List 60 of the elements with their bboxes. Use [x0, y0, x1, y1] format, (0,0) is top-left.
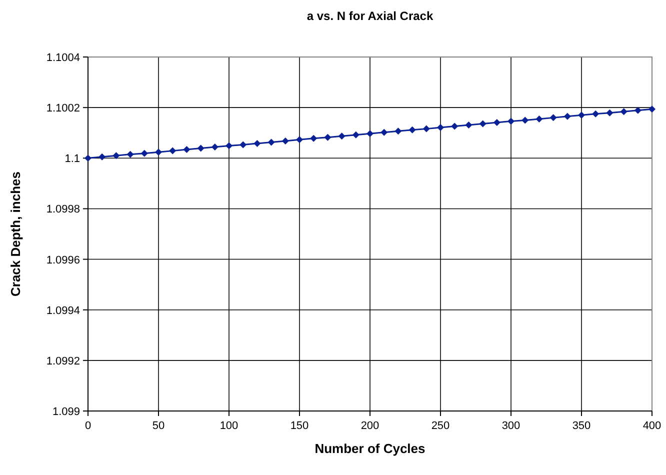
x-tick-label: 250 [431, 420, 450, 432]
point [508, 118, 514, 125]
point [380, 128, 388, 136]
y-tick-label: 1.0996 [46, 254, 80, 266]
point [169, 147, 176, 154]
point [282, 137, 289, 144]
point [240, 141, 247, 148]
y-tick-label: 1.0998 [46, 204, 80, 216]
y-axis-title: Crack Depth, inches [8, 172, 23, 296]
x-tick-label: 300 [502, 420, 520, 432]
point [408, 126, 416, 134]
x-tick-label: 200 [360, 420, 380, 432]
point [112, 152, 120, 160]
point [254, 140, 261, 147]
x-tick-label: 350 [572, 420, 591, 432]
x-tick-label: 0 [84, 420, 92, 432]
y-tick-label: 1.0992 [46, 355, 80, 368]
point [437, 124, 444, 132]
point [578, 112, 585, 119]
point [394, 128, 402, 135]
point [592, 110, 600, 118]
x-tick-label: 50 [152, 420, 165, 432]
x-tick-label: 150 [290, 420, 309, 432]
y-tick-label: 1.0994 [46, 304, 80, 317]
y-tick-label: 1.1002 [46, 102, 80, 115]
point [451, 122, 458, 130]
point [536, 115, 543, 122]
point [606, 109, 614, 116]
point [550, 114, 557, 122]
point [352, 131, 360, 138]
y-tick-label: 1.1004 [46, 52, 80, 64]
point [620, 108, 628, 116]
point [366, 130, 374, 138]
point [564, 112, 571, 120]
point [296, 136, 303, 144]
x-tick-label: 100 [220, 420, 238, 432]
x-axis-title: Number of Cycles [314, 441, 426, 456]
y-tick-label: 1.099 [52, 406, 80, 418]
point [479, 120, 486, 128]
point [140, 150, 148, 157]
chart-title: a vs. N for Axial Crack [306, 9, 434, 23]
point [197, 144, 204, 152]
point [648, 106, 656, 113]
point [324, 134, 332, 141]
point [522, 116, 529, 124]
y-tick-label: 1.1 [64, 153, 80, 166]
point [226, 142, 232, 150]
point [183, 146, 190, 154]
point [211, 144, 218, 151]
point [338, 132, 346, 140]
point [310, 134, 318, 142]
point [126, 150, 134, 158]
point [634, 106, 642, 114]
point [465, 122, 472, 129]
point [268, 138, 275, 146]
point [98, 153, 106, 160]
point [155, 148, 162, 156]
point [422, 125, 430, 132]
point [493, 118, 500, 126]
x-tick-label: 400 [642, 420, 662, 432]
